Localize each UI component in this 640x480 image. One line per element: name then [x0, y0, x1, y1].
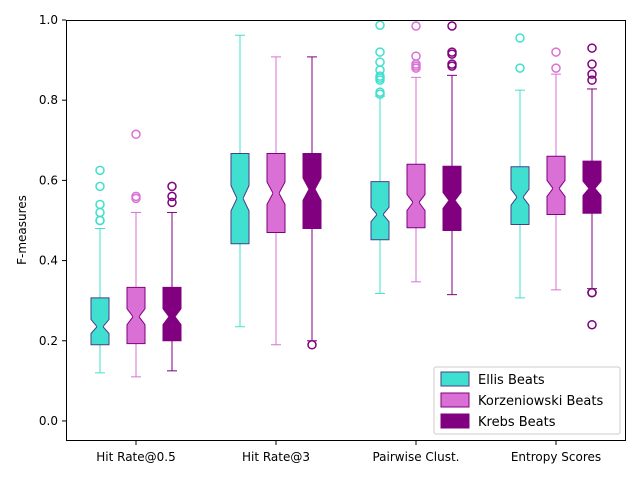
outlier-point — [587, 43, 597, 53]
box-group — [230, 34, 250, 328]
outlier-point — [167, 191, 177, 202]
y-axis-label: F-measures — [15, 195, 29, 265]
y-axis: 0.0 0.2 0.4 0.6 0.8 1.0 — [39, 13, 66, 428]
box-group — [370, 20, 390, 294]
outlier-point — [167, 197, 177, 208]
box-group — [266, 56, 286, 346]
outlier-point — [411, 51, 421, 61]
plot-area — [90, 20, 602, 378]
box-group — [90, 165, 110, 374]
legend-frame — [433, 366, 621, 435]
outlier-point — [375, 87, 385, 97]
x-tick-label: Pairwise Clust. — [372, 450, 459, 464]
outlier-point — [95, 207, 105, 218]
outlier-point — [95, 199, 105, 210]
outlier-point — [515, 63, 525, 73]
box-group — [582, 43, 602, 330]
outlier-point — [587, 75, 597, 85]
outlier-point — [95, 181, 105, 192]
legend-swatch-krebs — [440, 413, 470, 429]
x-tick-label: Entropy Scores — [511, 450, 601, 464]
outlier-point — [411, 21, 421, 31]
outlier-point — [587, 59, 597, 69]
box-body — [582, 160, 602, 214]
x-tick-label: Hit Rate@3 — [242, 450, 310, 464]
box-body — [510, 166, 530, 225]
box-group — [546, 47, 566, 291]
outlier-point — [447, 21, 457, 31]
box-group — [302, 56, 322, 350]
outlier-point — [131, 129, 141, 140]
box-group — [126, 129, 146, 378]
outlier-point — [95, 165, 105, 176]
outlier-point — [587, 69, 597, 79]
outlier-point — [515, 33, 525, 43]
legend-swatch-korzeniowski — [440, 392, 470, 408]
outlier-point — [307, 340, 317, 350]
box-body — [370, 181, 390, 241]
box-body — [302, 153, 322, 229]
y-tick-label: 0.2 — [39, 334, 58, 348]
y-tick-label: 0.6 — [39, 173, 58, 187]
box-group — [442, 21, 462, 296]
outlier-point — [447, 47, 457, 57]
box-group — [162, 181, 182, 372]
y-tick-label: 0.8 — [39, 93, 58, 107]
box-body — [442, 165, 462, 231]
box-body — [90, 297, 110, 346]
y-tick-label: 0.0 — [39, 414, 58, 428]
x-axis: Hit Rate@0.5 Hit Rate@3 Pairwise Clust. Ent… — [96, 441, 601, 464]
axes-frame — [66, 20, 626, 441]
outlier-point — [551, 47, 561, 57]
box-body — [162, 286, 182, 342]
outlier-point — [375, 20, 385, 30]
legend-label-ellis: Ellis Beats — [478, 373, 545, 388]
outlier-point — [167, 181, 177, 192]
outlier-point — [95, 215, 105, 226]
outlier-point — [375, 65, 385, 75]
outlier-point — [551, 63, 561, 73]
outlier-point — [587, 287, 597, 298]
x-tick-label: Hit Rate@0.5 — [96, 450, 175, 464]
box-group — [406, 21, 426, 283]
legend-label-korzeniowski: Korzeniowski Beats — [478, 394, 603, 409]
box-group — [510, 33, 530, 299]
box-body — [406, 163, 426, 229]
box-body — [546, 155, 566, 215]
outlier-point — [131, 191, 141, 202]
box-body — [126, 286, 146, 345]
outlier-point — [375, 71, 385, 81]
legend-swatch-ellis — [440, 371, 470, 387]
y-tick-label: 0.4 — [39, 254, 58, 268]
outlier-point — [375, 47, 385, 57]
y-tick-label: 1.0 — [39, 13, 58, 27]
legend-label-krebs: Krebs Beats — [478, 415, 556, 430]
outlier-point — [587, 319, 597, 330]
legend: Ellis Beats Korzeniowski Beats Krebs Bea… — [433, 366, 621, 435]
outlier-point — [447, 59, 457, 69]
outlier-point — [375, 57, 385, 67]
